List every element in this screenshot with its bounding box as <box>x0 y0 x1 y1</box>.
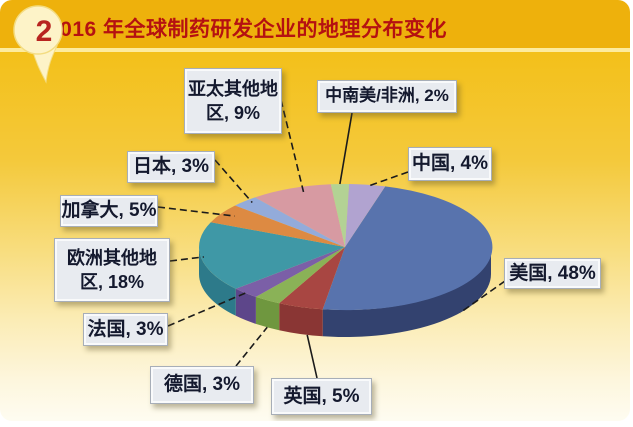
pie-slice-cs-america-africa <box>330 183 350 247</box>
badge-pin-icon <box>13 5 63 84</box>
pie-slice-side-uk <box>279 303 323 337</box>
pie-label-cs-america-africa: 中南美/非洲, 2% <box>317 80 457 113</box>
pie-label-text: 区, 9% <box>205 103 261 123</box>
pie-slice-side-usa <box>322 247 492 338</box>
pie-slice-side-france <box>235 288 256 324</box>
leader-line-canada <box>157 206 235 217</box>
pie-label-text: 加拿大, 5% <box>61 200 157 222</box>
pie-label-japan: 日本, 3% <box>127 151 215 183</box>
pie-label-text: 中南美/非洲, 2% <box>325 86 449 106</box>
pie-slice-france <box>235 247 345 297</box>
pie-slice-canada <box>210 205 345 247</box>
leader-line-france <box>167 291 248 327</box>
pie-label-uk: 英国, 5% <box>271 378 372 415</box>
pie-label-text: 亚太其他地 <box>188 78 278 99</box>
leader-line-cs-america-africa <box>339 112 353 185</box>
leader-line-uk <box>306 334 318 379</box>
pie-label-text: 欧洲其他地 <box>67 247 157 268</box>
badge-number: 2 <box>35 15 53 48</box>
pie-slice-japan <box>235 197 345 247</box>
leader-line-europe-other <box>169 256 204 262</box>
pie-label-france: 法国, 3% <box>83 313 168 346</box>
pie-slice-side-europe-other <box>199 247 236 316</box>
pie-label-text: 法国, 3% <box>87 318 164 340</box>
number-badge: 2 <box>6 2 86 92</box>
pie-label-text: 日本, 3% <box>132 156 210 178</box>
pie-slice-germany <box>255 247 345 304</box>
page-title: 2016 年全球制药研发企业的地理分布变化 <box>48 18 448 41</box>
leader-line-china <box>366 171 409 188</box>
pie-slice-usa <box>322 186 493 311</box>
leader-line-japan <box>214 159 253 204</box>
pie-slice-china <box>345 184 386 247</box>
pie-label-canada: 加拿大, 5% <box>60 195 158 227</box>
pie-slice-uk <box>279 247 345 310</box>
pie-label-text: 英国, 5% <box>283 385 360 407</box>
leader-line-usa <box>459 280 506 314</box>
pie-label-europe-other: 欧洲其他地区, 18% <box>54 238 170 302</box>
pie-label-text: 德国, 3% <box>163 374 241 396</box>
pie-label-usa: 美国, 48% <box>504 258 601 289</box>
pie-slice-asia-pacific-other <box>255 184 345 247</box>
pie-label-text: 区, 18% <box>79 272 145 292</box>
pie-label-text: 美国, 48% <box>509 262 596 284</box>
leader-line-germany <box>235 326 268 367</box>
pie-label-text: 中国, 4% <box>411 153 489 175</box>
pie-slice-europe-other <box>199 222 345 289</box>
pie-slice-side-germany <box>255 296 280 331</box>
leader-line-asia-pacific-other <box>280 99 305 193</box>
pie-label-china: 中国, 4% <box>408 147 492 181</box>
pie-label-germany: 德国, 3% <box>150 366 254 404</box>
pie-label-asia-pacific-other: 亚太其他地区, 9% <box>184 68 282 134</box>
